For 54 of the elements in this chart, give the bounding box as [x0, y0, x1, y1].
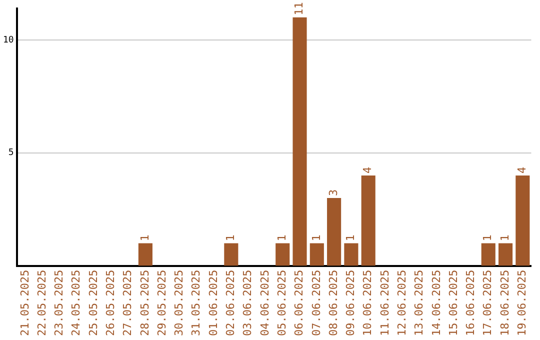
x-tick-label: 17.06.2025 — [481, 270, 494, 336]
x-tick-label: 07.06.2025 — [310, 270, 323, 336]
x-tick-label: 28.05.2025 — [138, 270, 152, 336]
data-label: 11 — [292, 2, 306, 16]
x-tick-label: 11.06.2025 — [378, 270, 392, 336]
x-tick-label: 19.06.2025 — [516, 270, 529, 336]
data-label: 1 — [498, 234, 512, 242]
data-label: 4 — [361, 166, 374, 174]
x-tick-label: 08.06.2025 — [326, 270, 340, 336]
x-tick-label: 31.05.2025 — [190, 270, 203, 336]
x-tick-label: 12.06.2025 — [396, 270, 408, 336]
bar — [361, 175, 376, 266]
y-tick-label: 10 — [2, 35, 14, 46]
data-label: 4 — [516, 166, 529, 174]
x-tick-label: 03.06.2025 — [241, 270, 254, 336]
data-label: 3 — [326, 189, 340, 196]
bar — [481, 243, 496, 266]
x-tick-label: 18.06.2025 — [498, 270, 512, 336]
x-tick-label: 15.06.2025 — [446, 270, 460, 336]
data-label: 1 — [481, 234, 494, 242]
x-tick-label: 13.06.2025 — [412, 270, 426, 336]
bar — [224, 243, 238, 266]
x-tick-label: 06.06.2025 — [292, 270, 306, 336]
data-label: 1 — [344, 234, 358, 242]
bar — [327, 198, 342, 266]
y-tick-label: 5 — [8, 148, 14, 158]
x-tick-label: 04.06.2025 — [258, 270, 272, 336]
data-label: 1 — [138, 234, 152, 242]
x-tick-label: 24.05.2025 — [70, 270, 83, 336]
x-tick-label: 22.05.2025 — [35, 270, 48, 336]
x-tick-label: 09.06.2025 — [344, 270, 358, 336]
data-label: 1 — [310, 234, 323, 242]
bar — [292, 17, 307, 266]
x-tick-label: 27.05.2025 — [121, 270, 134, 336]
x-tick-label: 02.06.2025 — [224, 270, 238, 336]
x-tick-label: 01.06.2025 — [206, 270, 220, 336]
x-tick-label: 26.05.2025 — [104, 270, 118, 336]
x-tick-label: 21.05.2025 — [18, 270, 32, 336]
x-tick-label: 10.06.2025 — [361, 270, 374, 336]
x-tick-label: 14.06.2025 — [430, 270, 443, 336]
bar — [138, 243, 152, 266]
x-tick-label: 23.05.2025 — [52, 270, 66, 336]
x-tick-label: 25.05.2025 — [86, 270, 100, 336]
bar — [310, 243, 324, 266]
bar — [344, 243, 358, 266]
x-tick-label: 30.05.2025 — [172, 270, 186, 336]
x-tick-label: 29.05.2025 — [155, 270, 168, 336]
x-tick-label: 16.06.2025 — [464, 270, 478, 336]
bar — [276, 243, 290, 266]
bar — [498, 243, 513, 266]
data-label: 1 — [224, 234, 238, 242]
data-label: 1 — [275, 234, 288, 242]
bar — [516, 175, 530, 266]
x-tick-label: 05.06.2025 — [275, 270, 288, 336]
